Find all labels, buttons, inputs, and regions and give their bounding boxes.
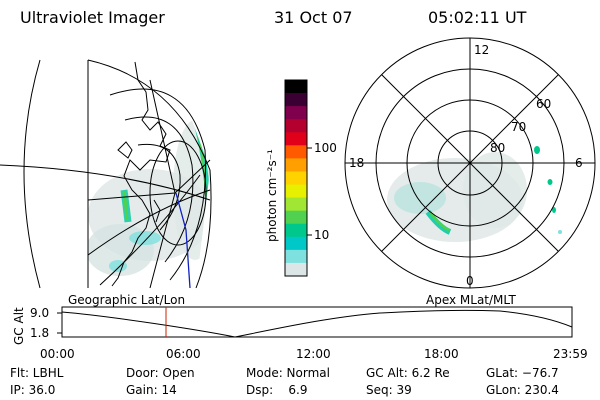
mode-info: Mode: Normal	[246, 366, 330, 380]
geographic-caption: Geographic Lat/Lon	[68, 293, 186, 307]
mlt-label-0: 0	[466, 274, 474, 288]
observation-date: 31 Oct 07	[274, 8, 353, 27]
colorbar-band	[285, 262, 307, 277]
time-tick-0000: 00:00	[40, 347, 75, 361]
colorbar-band	[285, 184, 307, 199]
colorbar-band	[285, 119, 307, 133]
altitude-ylabel: GC Alt	[12, 307, 26, 345]
seq-info: Seq: 39	[366, 383, 412, 397]
gc-alt-info: GC Alt: 6.2 Re	[366, 366, 450, 380]
gain-info: Gain: 14	[126, 383, 177, 397]
altitude-ytick-9: 9.0	[30, 306, 50, 320]
mlat-label-60: 60	[536, 97, 552, 111]
colorbar-band	[285, 106, 307, 120]
mlt-label-6: 6	[575, 156, 583, 170]
colorbar-tick-100: 100	[314, 141, 337, 155]
observation-time: 05:02:11 UT	[428, 8, 527, 27]
time-tick-1800: 18:00	[424, 347, 459, 361]
ip-info: IP: 36.0	[10, 383, 56, 397]
time-tick-2359: 23:59	[553, 347, 588, 361]
time-tick-1200: 12:00	[296, 347, 331, 361]
colorbar-band	[285, 210, 307, 225]
glat-info: GLat: −76.7	[486, 366, 559, 380]
time-tick-0600: 06:00	[166, 347, 201, 361]
apex-caption: Apex MLat/MLT	[426, 293, 516, 307]
mlat-label-70: 70	[511, 120, 527, 134]
colorbar-band	[285, 145, 307, 159]
colorbar-band	[285, 80, 307, 94]
dsp-info: Dsp: 6.9	[246, 383, 308, 397]
door-info: Door: Open	[126, 366, 195, 380]
colorbar-band	[285, 93, 307, 107]
colorbar-tick-10: 10	[314, 228, 330, 242]
colorbar-band	[285, 132, 307, 146]
colorbar-band	[285, 236, 307, 251]
colorbar-band	[285, 197, 307, 212]
instrument-title: Ultraviolet Imager	[20, 8, 165, 27]
mlt-label-18: 18	[349, 156, 365, 170]
altitude-ytick-1-8: 1.8	[30, 326, 50, 340]
filter-info: Flt: LBHL	[10, 366, 64, 380]
colorbar-band	[285, 171, 307, 186]
colorbar-band	[285, 223, 307, 238]
glon-info: GLon: 230.4	[486, 383, 559, 397]
mlat-label-80: 80	[490, 141, 506, 155]
colorbar-band	[285, 158, 307, 172]
mlt-label-12: 12	[474, 43, 490, 57]
colorbar-band	[285, 249, 307, 264]
